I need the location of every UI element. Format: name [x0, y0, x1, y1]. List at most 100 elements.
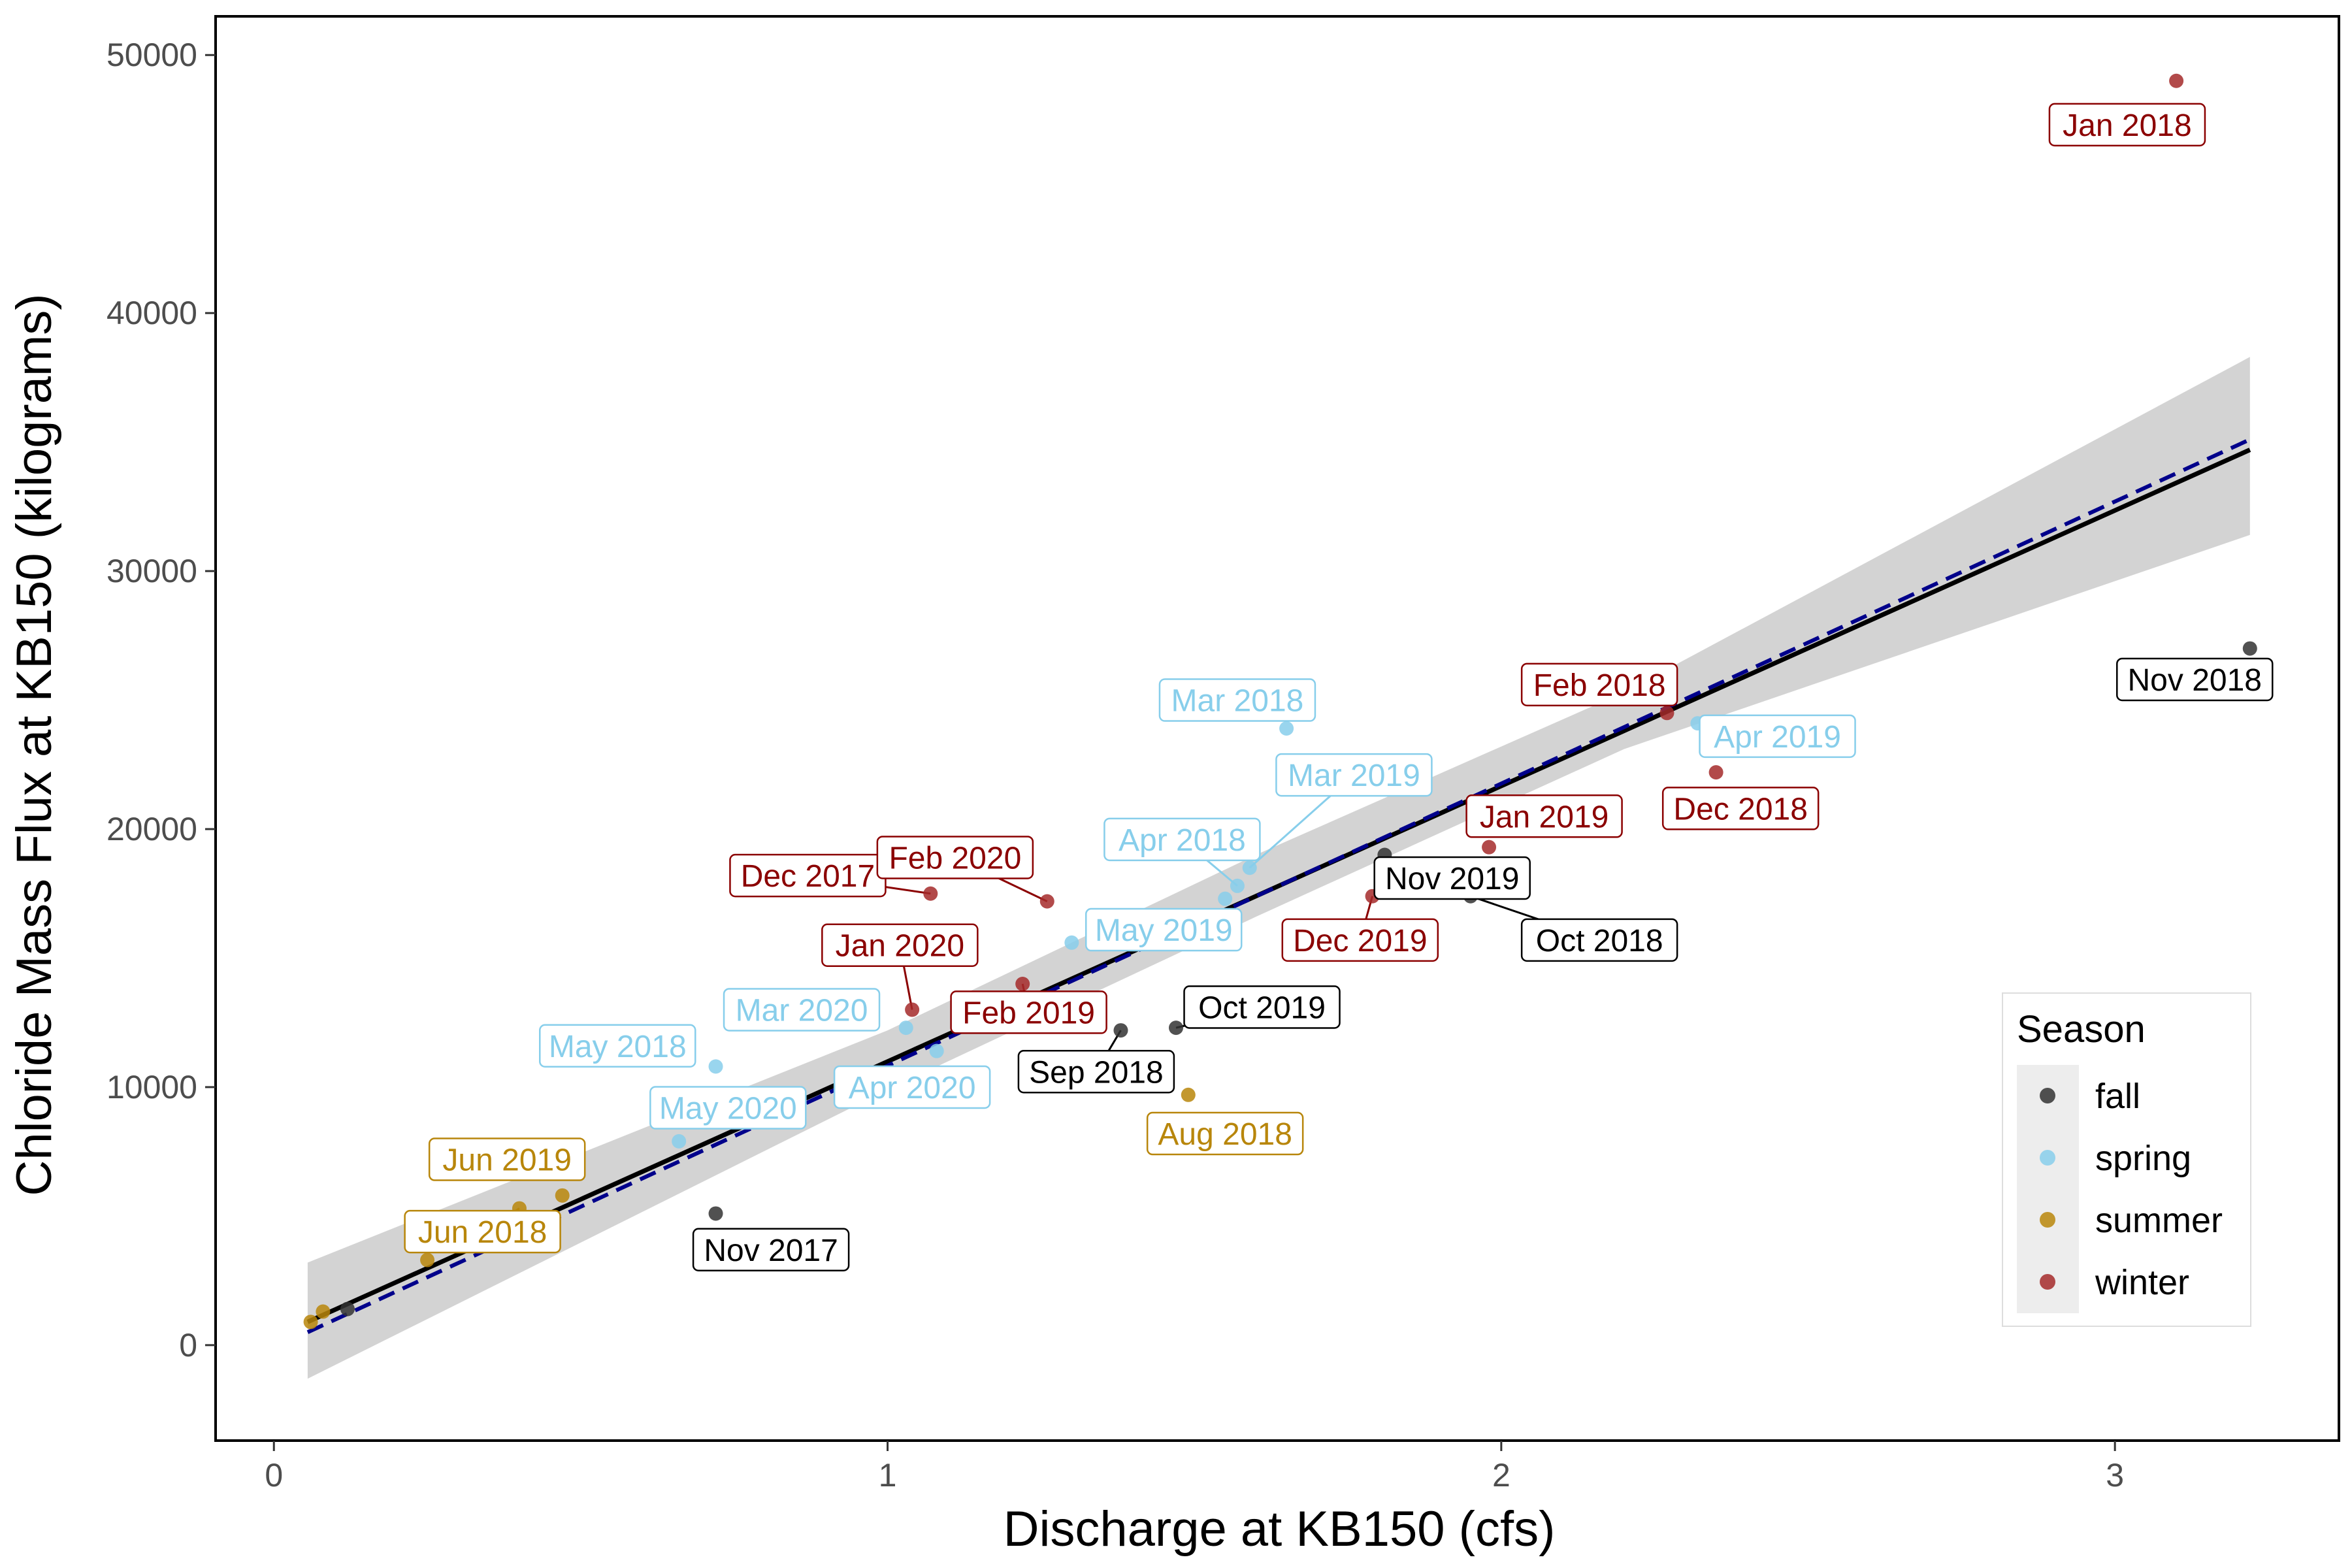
point-label-box-26 [428, 1137, 586, 1181]
y-tick-label-2: 20000 [106, 811, 197, 847]
point-label-13: Dec 2017 [741, 859, 875, 894]
point-label-box-4 [1661, 787, 1820, 830]
point-label-box-3 [1699, 714, 1856, 759]
data-point-25 [708, 1206, 723, 1221]
data-point-0 [2169, 73, 2184, 88]
point-label-box-16 [821, 923, 979, 967]
data-point-17 [1015, 976, 1030, 991]
point-label-17: Feb 2019 [962, 996, 1095, 1030]
point-label-22: Sep 2018 [1029, 1055, 1164, 1090]
point-label-box-22 [1017, 1050, 1175, 1094]
x-tick-label-1: 1 [879, 1457, 897, 1494]
point-label-23: Oct 2019 [1198, 991, 1326, 1026]
point-label-20: May 2018 [549, 1030, 687, 1064]
fit-line-dashed [306, 437, 2251, 1334]
point-label-box-19 [833, 1065, 991, 1109]
data-point-22 [1113, 1023, 1128, 1038]
point-label-box-20 [538, 1024, 696, 1068]
point-label-6: Mar 2019 [1288, 759, 1420, 793]
data-point-20 [708, 1059, 723, 1074]
data-point-9 [1482, 840, 1497, 855]
x-axis-title: Discharge at KB150 (cfs) [1004, 1501, 1556, 1557]
point-label-group-7: Apr 2018 [1103, 817, 1261, 862]
point-label-group-18: Mar 2020 [723, 988, 881, 1032]
plot-area: Jan 2018 Nov 2018 Feb 2018 Apr 2019 Dec 2018… [106, 15, 2340, 1494]
point-label-27: Jun 2018 [418, 1215, 547, 1250]
point-label-25: Nov 2017 [704, 1233, 838, 1268]
y-tick-label-3: 30000 [106, 553, 197, 589]
legend: Season fall spring summer winter [2002, 992, 2251, 1327]
point-label-3: Apr 2019 [1714, 720, 1841, 755]
data-point-16 [905, 1002, 920, 1017]
point-label-box-17 [950, 990, 1107, 1034]
point-label-group-4: Dec 2018 [1661, 787, 1820, 830]
point-label-box-9 [1465, 794, 1623, 838]
data-point-31 [303, 1315, 318, 1330]
point-label-0: Jan 2018 [2063, 108, 2192, 143]
point-label-box-7 [1103, 817, 1261, 862]
point-label-group-9: Jan 2019 [1465, 794, 1623, 838]
point-label-box-0 [2048, 103, 2206, 147]
point-label-21: May 2020 [659, 1092, 797, 1126]
point-label-box-27 [404, 1209, 561, 1254]
y-tick-label-4: 40000 [106, 295, 197, 331]
point-label-box-5 [1158, 678, 1316, 722]
point-label-group-26: Jun 2019 [428, 1137, 586, 1181]
legend-key-spring [2040, 1150, 2055, 1166]
point-label-4: Dec 2018 [1673, 792, 1807, 826]
point-label-group-20: May 2018 [538, 1024, 696, 1068]
point-label-group-22: Sep 2018 [1017, 1050, 1175, 1094]
point-label-11: Dec 2019 [1293, 924, 1427, 958]
point-label-box-10 [1373, 856, 1531, 900]
point-label-16: Jan 2020 [836, 929, 965, 964]
legend-label-spring: spring [2095, 1139, 2191, 1178]
x-tick-label-0: 0 [265, 1457, 283, 1494]
y-tick-label-0: 0 [179, 1327, 197, 1364]
data-point-13 [923, 886, 938, 901]
point-label-group-14: Feb 2020 [876, 836, 1034, 879]
data-point-14 [1039, 894, 1054, 909]
legend-label-summer: summer [2095, 1201, 2223, 1240]
point-label-7: Apr 2018 [1119, 823, 1246, 858]
point-label-2: Feb 2018 [1533, 668, 1666, 703]
point-label-14: Feb 2020 [889, 841, 1021, 875]
point-label-24: Aug 2018 [1158, 1117, 1292, 1152]
point-label-group-11: Dec 2019 [1281, 918, 1439, 962]
data-point-15 [1064, 935, 1079, 950]
data-point-23 [1169, 1021, 1184, 1036]
point-label-26: Jun 2019 [442, 1143, 572, 1178]
data-point-26 [555, 1188, 570, 1203]
point-label-15: May 2019 [1095, 913, 1233, 948]
point-label-group-15: May 2019 [1085, 907, 1243, 952]
data-point-21 [672, 1134, 687, 1149]
data-point-28 [420, 1252, 435, 1267]
legend-key-summer [2040, 1212, 2055, 1228]
point-label-5: Mar 2018 [1171, 684, 1304, 719]
point-label-group-0: Jan 2018 [2048, 103, 2206, 147]
point-label-1: Nov 2018 [2128, 663, 2262, 698]
plot-content: Jan 2018 Nov 2018 Feb 2018 Apr 2019 Dec 2018… [303, 73, 2274, 1379]
point-label-box-18 [723, 988, 881, 1032]
point-label-group-27: Jun 2018 [404, 1209, 561, 1254]
data-point-2 [1659, 706, 1674, 721]
y-tick-label-1: 10000 [106, 1069, 197, 1105]
point-label-box-11 [1281, 918, 1439, 962]
point-label-box-14 [876, 836, 1034, 879]
point-label-group-25: Nov 2017 [692, 1228, 850, 1272]
y-axis-title: Chloride Mass Flux at KB150 (kilograms) [7, 293, 62, 1196]
point-label-group-17: Feb 2019 [950, 990, 1107, 1034]
point-label-18: Mar 2020 [736, 993, 868, 1028]
data-point-8 [1218, 891, 1233, 906]
data-point-29 [340, 1301, 355, 1316]
data-point-1 [2242, 641, 2257, 656]
point-label-group-10: Nov 2019 [1373, 856, 1531, 900]
legend-key-winter [2040, 1274, 2055, 1290]
point-label-12: Oct 2018 [1536, 924, 1663, 958]
point-label-group-6: Mar 2019 [1275, 753, 1433, 797]
point-label-group-21: May 2020 [649, 1086, 807, 1130]
point-label-box-1 [2116, 657, 2274, 702]
data-point-24 [1181, 1087, 1196, 1102]
point-label-group-19: Apr 2020 [833, 1065, 991, 1109]
point-label-group-24: Aug 2018 [1146, 1111, 1304, 1156]
